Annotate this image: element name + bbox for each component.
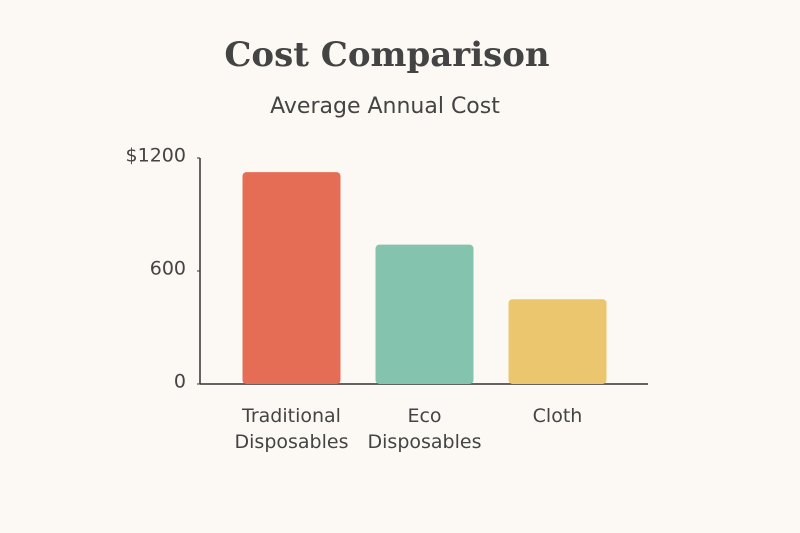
bar: [508, 299, 607, 384]
bar: [242, 172, 341, 384]
y-tick-label: 600: [150, 258, 186, 280]
x-tick-label: Eco Disposables: [367, 405, 482, 453]
bar: [375, 244, 474, 384]
chart-subtitle: Average Annual Cost: [270, 94, 500, 119]
chart-title: Cost Comparison: [224, 35, 549, 75]
y-tick-label: 0: [174, 371, 186, 393]
x-tick-label: Cloth: [532, 405, 583, 427]
x-tick-label: Traditional Disposables: [234, 405, 349, 453]
y-tick-label: $1200: [126, 145, 186, 167]
